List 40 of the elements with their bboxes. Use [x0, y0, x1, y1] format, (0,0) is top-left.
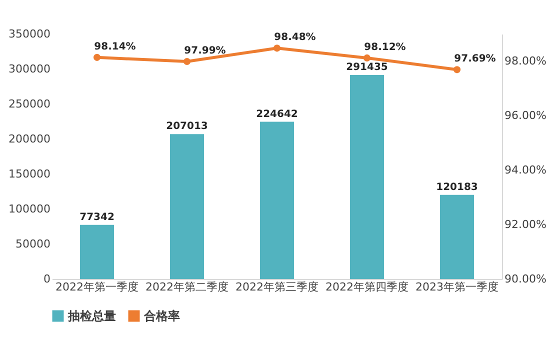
x-tick-label: 2023年第一季度 — [416, 280, 498, 294]
point — [183, 58, 191, 66]
data-label: 77342 — [80, 212, 114, 223]
bar — [350, 74, 384, 279]
point — [453, 66, 461, 74]
y2-tick-label: 94.00% — [504, 164, 546, 177]
bar — [80, 224, 114, 279]
data-label: 224642 — [256, 108, 298, 120]
x-tick-label: 2022年第四季度 — [326, 280, 408, 294]
point — [363, 54, 371, 62]
y-tick-label: 150000 — [8, 168, 50, 180]
bar — [440, 194, 474, 279]
y-tick-label: 50000 — [16, 238, 50, 250]
data-label: 291435 — [346, 62, 388, 73]
bar — [260, 122, 294, 279]
x-tick-label: 2022年第一季度 — [56, 280, 138, 294]
data-label: 98.48% — [274, 32, 316, 44]
y2-tick-label: 92.00% — [504, 218, 546, 232]
legend-label: 抽检总量 — [67, 309, 116, 323]
point — [93, 54, 101, 61]
y-tick-label: 250000 — [8, 98, 50, 110]
data-label: 207013 — [166, 121, 208, 132]
x-tick-label: 2022年第三季度 — [236, 280, 318, 294]
bar — [170, 134, 204, 279]
data-label: 97.99% — [184, 45, 226, 56]
x-tick-label: 2022年第二季度 — [146, 280, 228, 294]
y2-tick-label: 98.00% — [504, 54, 546, 68]
y-tick-label: 0 — [44, 272, 50, 286]
data-label: 98.14% — [94, 41, 136, 52]
y-tick-label: 300000 — [8, 62, 50, 76]
legend-label: 合格率 — [143, 309, 180, 323]
data-label: 98.12% — [364, 42, 406, 53]
y-tick-label: 100000 — [8, 202, 50, 216]
y2-tick-label: 96.00% — [504, 109, 546, 122]
y-tick-label: 200000 — [8, 132, 50, 146]
data-label: 120183 — [436, 182, 478, 193]
y2-tick-label: 90.00% — [504, 272, 546, 286]
point — [273, 44, 281, 52]
data-label: 97.69% — [454, 54, 496, 65]
y-tick-label: 350000 — [8, 28, 50, 40]
